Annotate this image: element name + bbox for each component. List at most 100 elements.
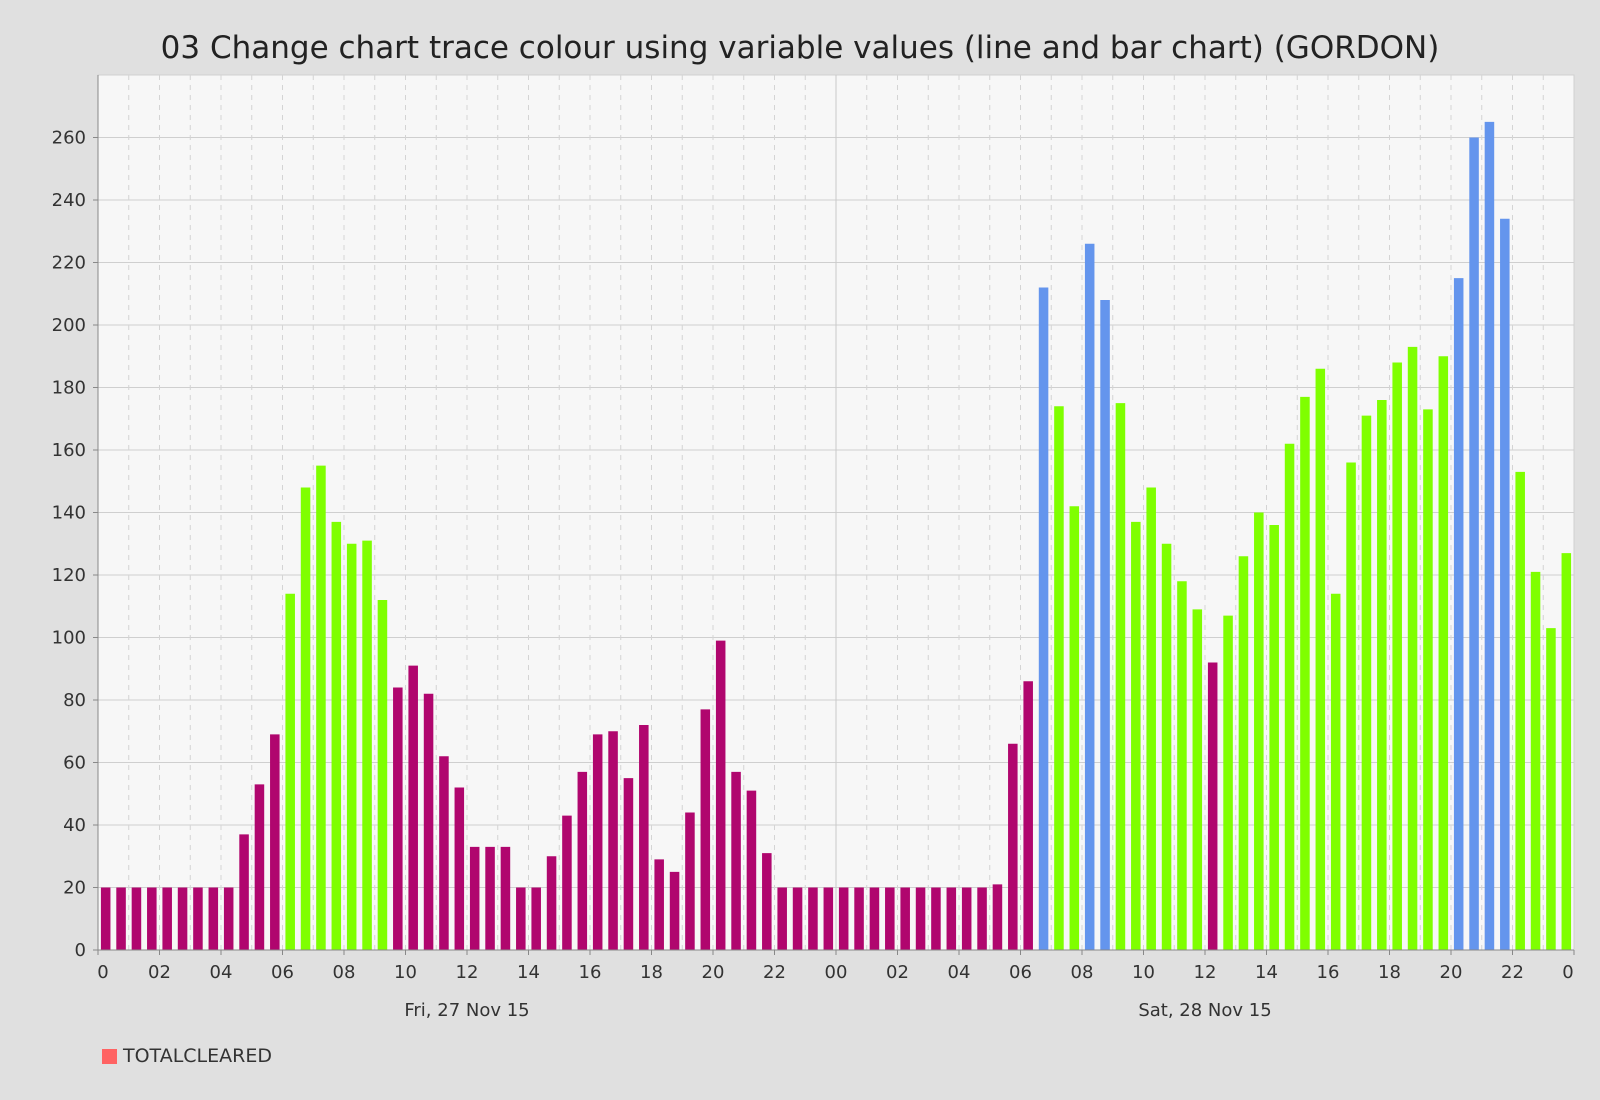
bar — [977, 887, 987, 950]
bar — [577, 771, 588, 950]
bar — [1115, 403, 1126, 950]
grid-lines — [98, 75, 1574, 950]
y-tick-label: 180 — [52, 378, 86, 399]
bar — [608, 731, 618, 950]
bar — [208, 887, 219, 950]
bar — [1438, 356, 1449, 950]
y-tick-label: 140 — [52, 503, 86, 524]
bar — [869, 887, 880, 950]
bar — [1131, 521, 1141, 950]
bar — [1484, 121, 1495, 950]
bar — [885, 887, 895, 950]
bars-group — [100, 121, 1572, 950]
x-tick-label: 10 — [1132, 962, 1155, 983]
bar — [100, 887, 111, 950]
bar — [1346, 462, 1356, 950]
x-tick-label: 02 — [148, 962, 171, 983]
y-tick-label: 0 — [75, 940, 86, 961]
y-tick-label: 160 — [52, 440, 86, 461]
bar — [546, 856, 557, 950]
bar — [1284, 443, 1295, 950]
bar — [1423, 409, 1433, 950]
bar — [777, 887, 787, 950]
bar — [239, 834, 249, 950]
x-tick-label: 22 — [763, 962, 786, 983]
bar — [362, 540, 372, 950]
x-tick-label: 06 — [271, 962, 294, 983]
x-date-label: Fri, 27 Nov 15 — [404, 1000, 529, 1021]
legend-label: TOTALCLEARED — [123, 1045, 272, 1067]
bar — [285, 593, 295, 950]
y-tick-label: 80 — [63, 690, 86, 711]
bar — [485, 846, 495, 950]
bar — [500, 846, 511, 950]
bar — [346, 543, 357, 950]
x-tick-label: 04 — [210, 962, 233, 983]
bar — [915, 887, 926, 950]
bar — [300, 487, 311, 950]
legend-swatch — [102, 1048, 117, 1064]
bar — [654, 859, 664, 950]
bar — [685, 812, 695, 950]
bar — [1300, 396, 1310, 950]
x-tick-label: 16 — [1317, 962, 1340, 983]
bar — [731, 771, 741, 950]
bar — [531, 887, 541, 950]
bar — [1054, 406, 1064, 950]
x-tick-label: 02 — [886, 962, 909, 983]
bar — [516, 887, 526, 950]
y-tick-label: 260 — [52, 128, 86, 149]
bar — [1530, 571, 1541, 950]
bar — [423, 693, 434, 950]
x-tick-label: 08 — [1071, 962, 1094, 983]
bar — [1238, 556, 1249, 950]
bar — [270, 734, 280, 950]
bar — [808, 887, 818, 950]
bar — [1177, 581, 1187, 950]
chart-title: 03 Change chart trace colour using varia… — [160, 30, 1440, 66]
bar — [900, 887, 910, 950]
bar — [623, 778, 634, 950]
x-tick-label: 14 — [517, 962, 540, 983]
bar — [223, 887, 234, 950]
x-tick-label: 20 — [1440, 962, 1463, 983]
bar — [1207, 662, 1218, 950]
bar — [1500, 218, 1510, 950]
x-tick-label: 06 — [1009, 962, 1032, 983]
bar — [931, 887, 941, 950]
bar — [1100, 300, 1110, 950]
bar — [439, 756, 449, 950]
x-tick-label: 16 — [579, 962, 602, 983]
bar — [762, 853, 772, 950]
bar — [1146, 487, 1156, 950]
x-tick-label: 12 — [1194, 962, 1217, 983]
bar — [1315, 368, 1326, 950]
x-tick-label: 12 — [456, 962, 479, 983]
bar — [1008, 743, 1018, 950]
x-tick-label: 0 — [1562, 962, 1573, 983]
bar — [961, 887, 972, 950]
y-tick-label: 120 — [52, 565, 86, 586]
bar — [131, 887, 142, 950]
bar — [1377, 400, 1387, 950]
x-tick-label: 14 — [1255, 962, 1278, 983]
bar — [854, 887, 864, 950]
bar — [454, 787, 465, 950]
bar — [1361, 415, 1372, 950]
x-tick-label: 00 — [825, 962, 848, 983]
bar — [1084, 243, 1095, 950]
bar — [823, 887, 834, 950]
bar — [1546, 628, 1556, 950]
bar — [992, 884, 1003, 950]
bar — [838, 887, 849, 950]
y-axis-ticks: 0 20 40 60 80 100 120 140 160 180 200 220 240 260 — [52, 128, 98, 961]
bar — [1269, 525, 1279, 950]
bar — [469, 846, 480, 950]
bar — [1330, 593, 1341, 950]
bar — [1161, 543, 1172, 950]
bar — [1561, 553, 1572, 950]
x-date-label: Sat, 28 Nov 15 — [1138, 1000, 1271, 1021]
x-tick-label: 22 — [1501, 962, 1524, 983]
bar — [1223, 615, 1233, 950]
x-date-labels: Fri, 27 Nov 15 Sat, 28 Nov 15 — [404, 1000, 1271, 1021]
